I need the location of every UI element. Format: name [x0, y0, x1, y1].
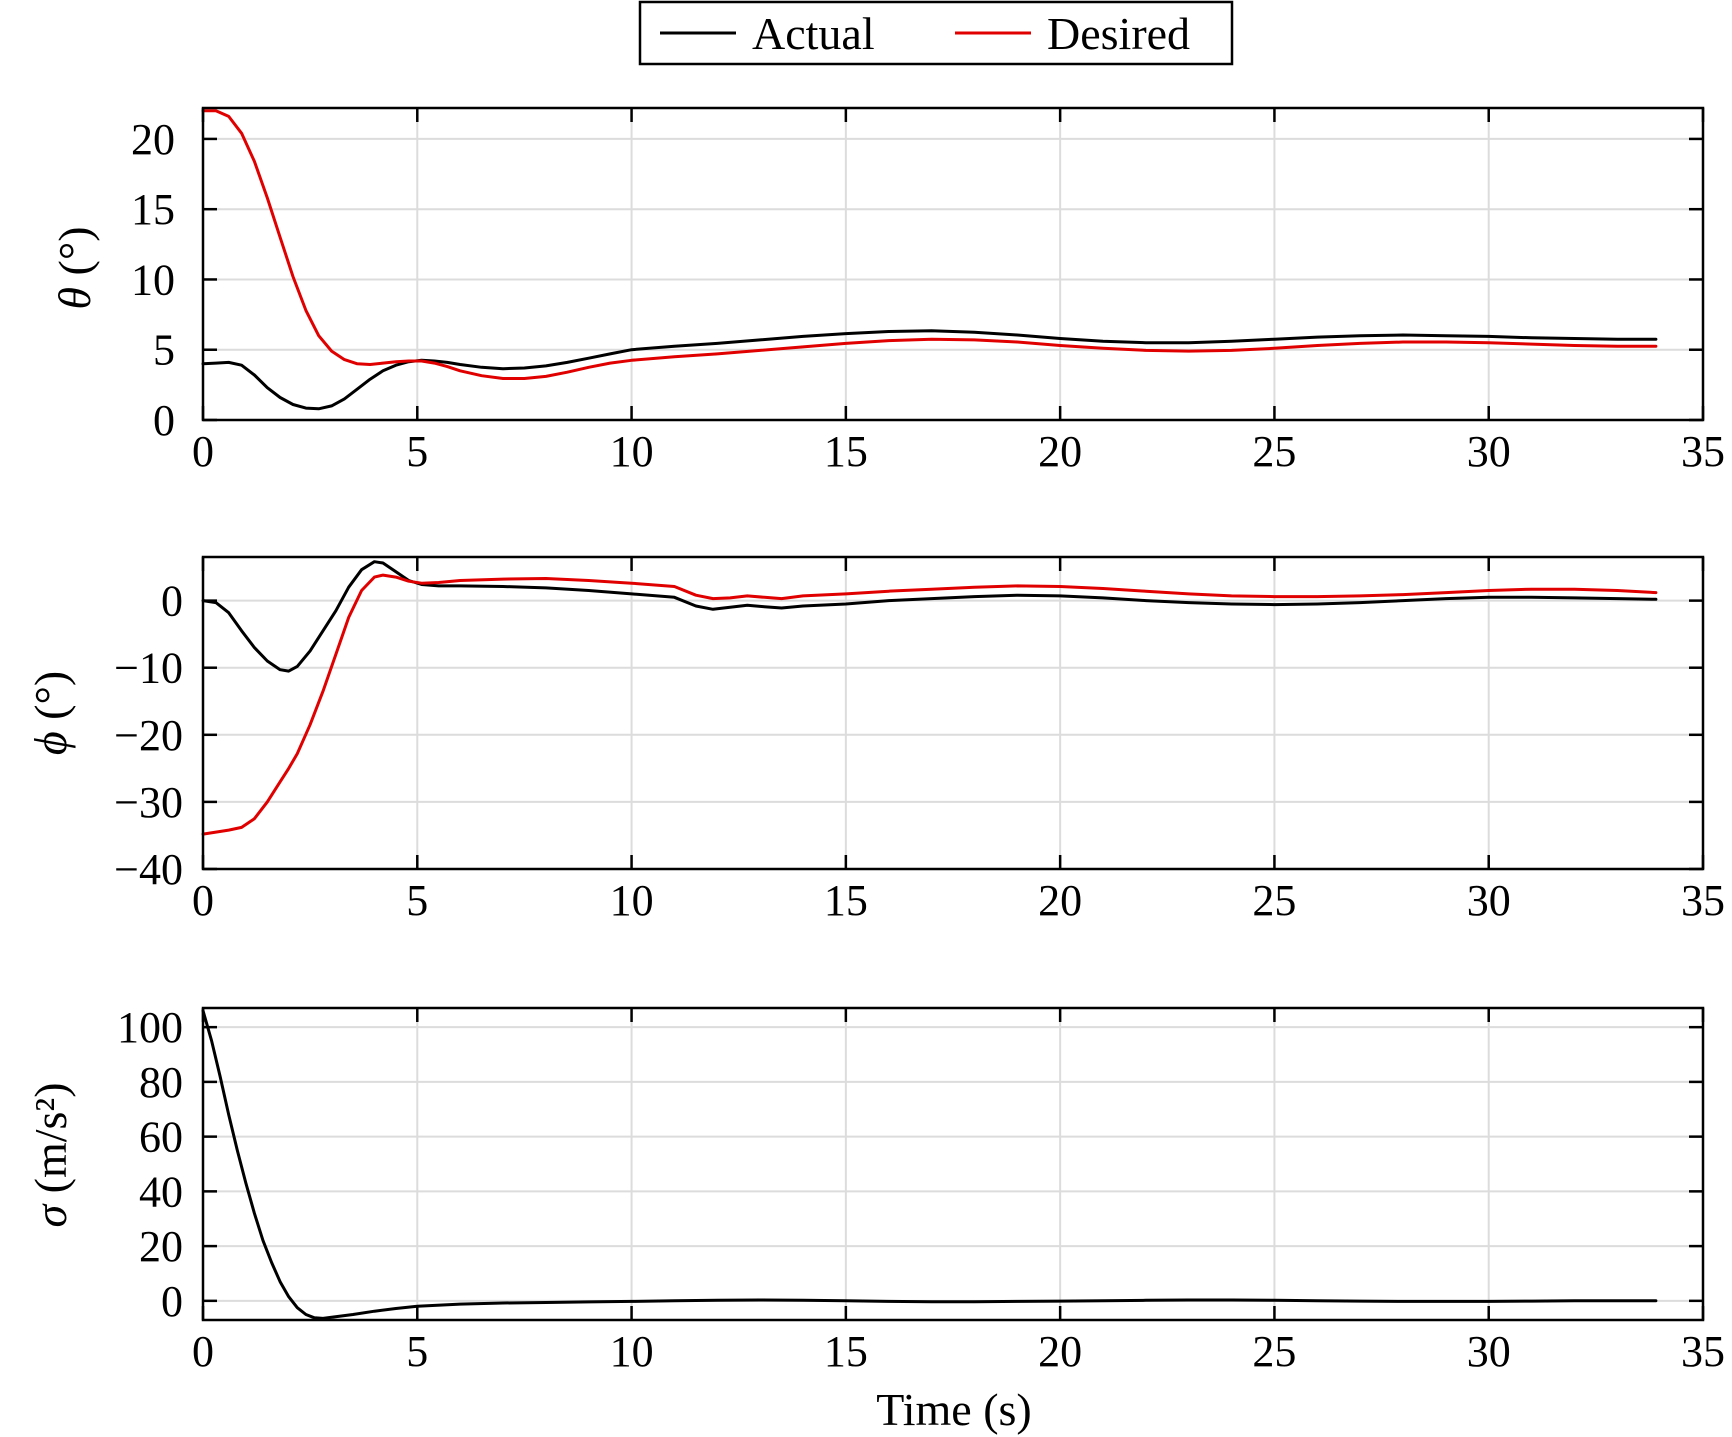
y-tick-label: 0: [153, 396, 175, 445]
x-tick-label: 25: [1252, 1327, 1296, 1376]
x-tick-label: 10: [610, 1327, 654, 1376]
y-tick-label: 40: [139, 1167, 183, 1216]
x-tick-label: 10: [610, 427, 654, 476]
legend-box: [638, 0, 1234, 66]
y-tick-label: 15: [131, 185, 175, 234]
y-tick-label: −30: [114, 778, 183, 827]
y-tick-label: −40: [114, 845, 183, 894]
series-line-desired-theta: [201, 109, 1658, 380]
series-line-actual-sigma: [201, 1009, 1658, 1320]
y-axis-label-theta: θ (°): [49, 226, 100, 309]
panel-sigma: σ (m/s²) Time (s) 0 5 10 15 20 25 30 35 0 20 40 60 8…: [25, 1003, 1725, 1435]
x-tick-label: 35: [1681, 1327, 1725, 1376]
panel-theta: θ (°) 0 5 10 15 20 25 30 35 0 5 10 15 20: [49, 106, 1725, 476]
x-tick-label: 0: [192, 1327, 214, 1376]
x-tick-label: 15: [824, 876, 868, 925]
x-tick-label: 10: [610, 876, 654, 925]
x-tick-label: 5: [406, 427, 428, 476]
y-tick-label: −10: [114, 644, 183, 693]
y-tick-label: 5: [153, 326, 175, 375]
y-axis-label-sigma: σ (m/s²): [25, 1082, 76, 1227]
y-tick-label: 10: [131, 255, 175, 304]
series-line-actual-phi: [201, 560, 1658, 673]
y-tick-label: 20: [139, 1222, 183, 1271]
x-tick-label: 30: [1467, 1327, 1511, 1376]
x-axis-label: Time (s): [876, 1384, 1032, 1435]
series-line-desired-phi: [201, 573, 1658, 836]
x-tick-label: 0: [192, 427, 214, 476]
x-tick-label: 20: [1038, 427, 1082, 476]
x-tick-label: 25: [1252, 427, 1296, 476]
y-tick-label: 0: [161, 1277, 183, 1326]
y-tick-label: 20: [131, 115, 175, 164]
legend: Actual Desired: [638, 0, 1234, 66]
y-tick-label: −20: [114, 711, 183, 760]
x-tick-label: 25: [1252, 876, 1296, 925]
series-line-actual-theta: [201, 329, 1658, 411]
axes-frame-theta: [201, 106, 1705, 422]
y-axis-label-phi: ϕ (°): [25, 671, 76, 755]
x-tick-label: 30: [1467, 427, 1511, 476]
x-tick-label: 15: [824, 1327, 868, 1376]
x-tick-label: 5: [406, 1327, 428, 1376]
x-tick-label: 35: [1681, 876, 1725, 925]
axes-frame-sigma: [201, 1006, 1705, 1322]
panel-phi: ϕ (°) 0 5 10 15 20 25 30 35 −40 −30 −20 −10 0: [25, 555, 1725, 925]
x-tick-label: 5: [406, 876, 428, 925]
x-tick-label: 35: [1681, 427, 1725, 476]
x-tick-label: 30: [1467, 876, 1511, 925]
legend-label-desired: Desired: [1047, 8, 1190, 59]
legend-label-actual: Actual: [752, 8, 875, 59]
x-tick-label: 20: [1038, 876, 1082, 925]
y-tick-label: 60: [139, 1113, 183, 1162]
y-tick-label: 80: [139, 1058, 183, 1107]
axes-frame-phi: [201, 555, 1705, 871]
x-tick-label: 0: [192, 876, 214, 925]
y-tick-label: 0: [161, 577, 183, 626]
x-tick-label: 20: [1038, 1327, 1082, 1376]
x-tick-label: 15: [824, 427, 868, 476]
y-tick-label: 100: [117, 1003, 183, 1052]
